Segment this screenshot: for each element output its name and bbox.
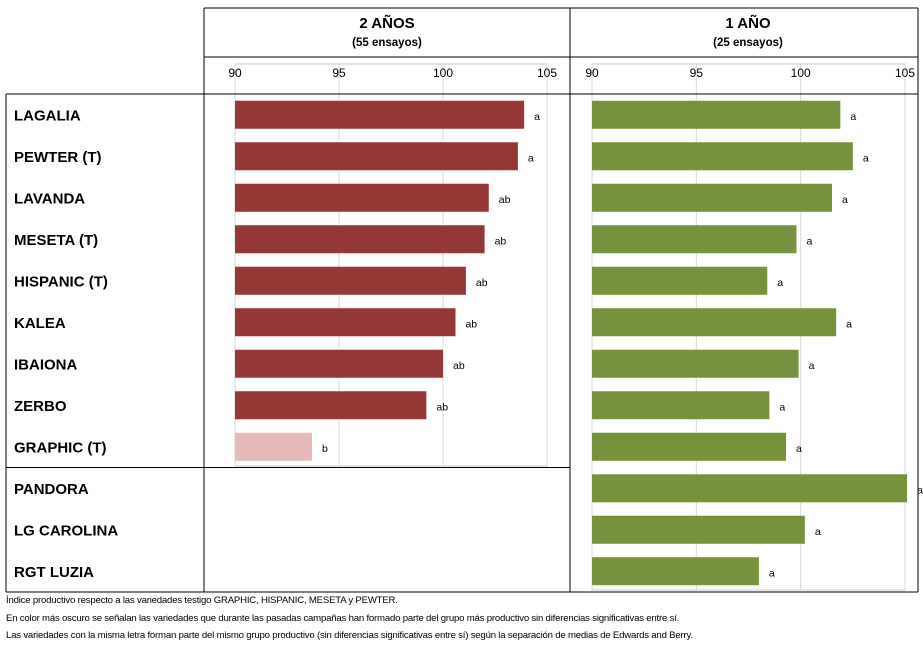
x-tick-label: 90 [228,66,242,80]
bar-significance-label: a [806,235,812,247]
x-tick-label: 90 [585,66,599,80]
bar-significance-label: a [534,111,540,123]
bar-significance-label: b [322,443,328,455]
x-tick-label: 105 [895,66,915,80]
variety-name: LAVANDA [14,190,85,207]
bar-significance-label: a [796,443,802,455]
x-tick-label: 95 [690,66,704,80]
bar [235,266,466,295]
bar-significance-label: a [779,401,785,413]
variety-name: ZERBO [14,398,67,415]
bar [592,100,841,129]
bar [592,515,805,544]
x-tick-label: 100 [791,66,811,80]
footnote-line: En color más oscuro se señalan las varie… [6,612,680,624]
panel-2-anos-title: 2 AÑOS [359,14,414,32]
x-tick-label: 100 [433,66,453,80]
bar [592,349,799,378]
footnote-line: Índice productivo respecto a las varieda… [6,595,398,606]
bar-significance-label: a [809,360,815,372]
bar [235,308,456,337]
x-tick-label: 95 [332,66,346,80]
bar [592,474,908,503]
bar [592,432,787,461]
bar-significance-label: ab [436,401,448,413]
footnotes: Índice productivo respecto a las varieda… [6,592,918,645]
panel-1-ano-title: 1 AÑO [725,14,771,32]
bar-significance-label: ab [453,360,465,372]
bar-significance-label: ab [476,277,488,289]
bar-significance-label: a [850,111,856,123]
variety-name: PANDORA [14,481,89,498]
bar [235,100,525,129]
bar-significance-label: a [815,526,821,538]
variety-name: LAGALIA [14,107,81,124]
bar-significance-label: a [528,152,534,164]
panel-2-anos-subtitle: (55 ensayos) [352,37,422,49]
bar [592,308,837,337]
x-tick-label: 105 [537,66,557,80]
bar [592,183,832,212]
bar [592,142,853,171]
panel-1-ano-subtitle: (25 ensayos) [713,37,783,49]
variety-name: PEWTER (T) [14,149,102,166]
bar-significance-label: ab [495,235,507,247]
bar [235,349,443,378]
bar-significance-label: a [917,484,923,496]
variety-name: RGT LUZIA [14,564,94,581]
bar [592,266,768,295]
bar [235,183,489,212]
bar-significance-label: ab [465,318,477,330]
bar [235,142,518,171]
bar-significance-label: a [777,277,783,289]
bar [235,225,485,254]
bar [592,391,770,420]
variety-name: HISPANIC (T) [14,273,108,290]
variety-name: KALEA [14,315,66,332]
bar-significance-label: a [842,194,848,206]
bar-significance-label: ab [499,194,511,206]
bar [592,557,759,586]
bar-significance-label: a [863,152,869,164]
variety-name: IBAIONA [14,356,78,373]
bar [235,432,312,461]
variety-name: LG CAROLINA [14,522,118,539]
variety-name: MESETA (T) [14,232,98,249]
bar [235,391,427,420]
bar-significance-label: a [769,567,775,579]
bar-significance-label: a [846,318,852,330]
bar [592,225,797,254]
footnote-line: Las variedades con la misma letra forman… [6,630,693,641]
variety-name: GRAPHIC (T) [14,439,107,456]
